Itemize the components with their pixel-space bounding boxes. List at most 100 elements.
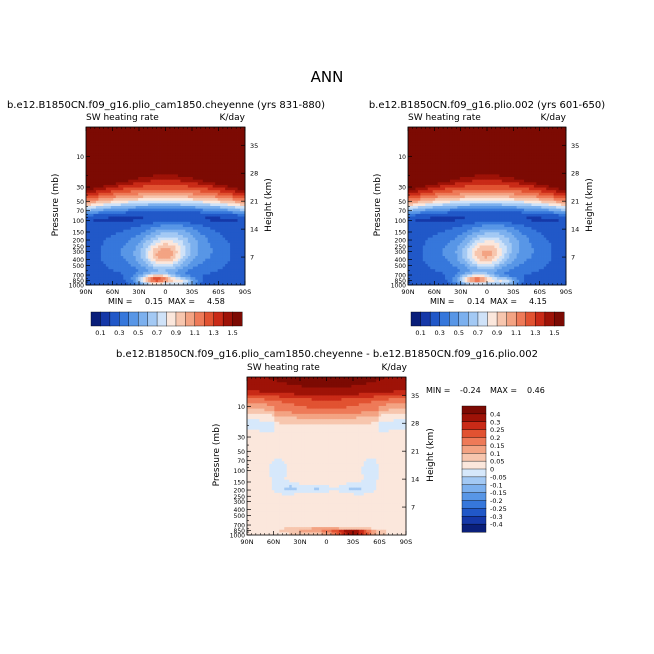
field-cell [125,132,129,136]
field-cell [447,137,451,141]
field-cell [435,140,439,144]
field-cell [100,206,104,210]
field-cell [130,211,134,215]
field-cell [138,184,142,188]
field-cell [489,140,493,144]
field-cell [192,263,196,267]
field-cell [165,219,169,223]
field-cell [98,256,102,260]
field-cell [140,153,144,157]
field-cell [200,206,204,210]
field-cell [195,187,199,191]
field-cell [235,213,238,217]
field-cell [190,171,194,175]
field-cell [90,256,94,260]
field-cell [118,169,122,173]
field-cell [105,142,109,146]
field-cell [227,187,231,191]
field-cell [207,150,211,154]
field-cell [197,161,201,165]
field-cell [110,166,114,170]
field-cell [526,140,530,144]
field-cell [220,140,224,144]
field-cell [167,129,171,133]
field-cell [235,195,238,199]
field-cell [155,179,159,183]
field-cell [489,161,493,165]
field-cell [113,253,117,257]
field-cell [227,232,231,236]
field-cell [220,211,224,215]
field-cell [98,182,102,186]
field-cell [182,261,186,265]
field-cell [160,216,164,220]
field-cell [145,179,149,183]
field-cell [86,282,89,286]
field-cell [422,140,426,144]
field-cell [167,166,171,170]
field-cell [457,127,461,131]
field-cell [120,240,124,244]
field-cell [553,153,557,157]
field-cell [195,248,199,252]
field-cell [185,240,189,244]
field-cell [215,232,219,236]
field-cell [459,137,463,141]
field-cell [123,195,127,199]
field-cell [115,184,119,188]
field-cell [180,132,184,136]
field-cell [167,145,171,149]
field-cell [93,248,97,252]
field-cell [197,169,201,173]
field-cell [210,216,214,220]
field-cell [175,227,179,231]
field-cell [464,153,468,157]
field-cell [165,242,169,246]
field-cell [501,153,505,157]
field-cell [242,190,246,194]
field-cell [155,219,159,223]
field-cell [230,166,233,170]
field-cell [150,184,154,188]
field-cell [90,269,94,273]
field-cell [153,250,156,254]
field-cell [551,137,555,141]
field-cell [150,174,154,178]
field-cell [200,153,204,157]
field-cell [123,253,127,257]
field-cell [167,203,171,207]
field-cell [123,219,127,223]
field-cell [103,177,107,181]
field-cell [158,200,161,204]
field-cell [93,148,97,152]
field-cell [160,248,164,252]
field-cell [148,187,151,191]
field-cell [120,203,124,207]
field-cell [115,213,119,217]
field-cell [123,277,127,281]
field-cell [150,198,154,202]
field-cell [182,221,186,225]
field-cell [217,206,221,210]
field-cell [210,224,214,228]
field-cell [113,163,117,167]
field-cell [457,153,461,157]
field-cell [88,216,92,220]
field-cell [427,163,431,167]
field-cell [113,227,117,231]
field-cell [170,229,174,233]
field-cell [158,169,161,173]
field-cell [202,242,206,246]
field-cell [526,150,530,154]
field-cell [175,127,179,131]
field-cell [148,242,151,246]
field-cell [222,282,226,286]
field-cell [155,163,159,167]
field-cell [148,240,151,244]
field-cell [180,153,184,157]
field-cell [170,171,174,175]
field-cell [220,137,224,141]
field-cell [100,127,104,131]
field-cell [135,216,139,220]
field-cell [521,150,525,154]
